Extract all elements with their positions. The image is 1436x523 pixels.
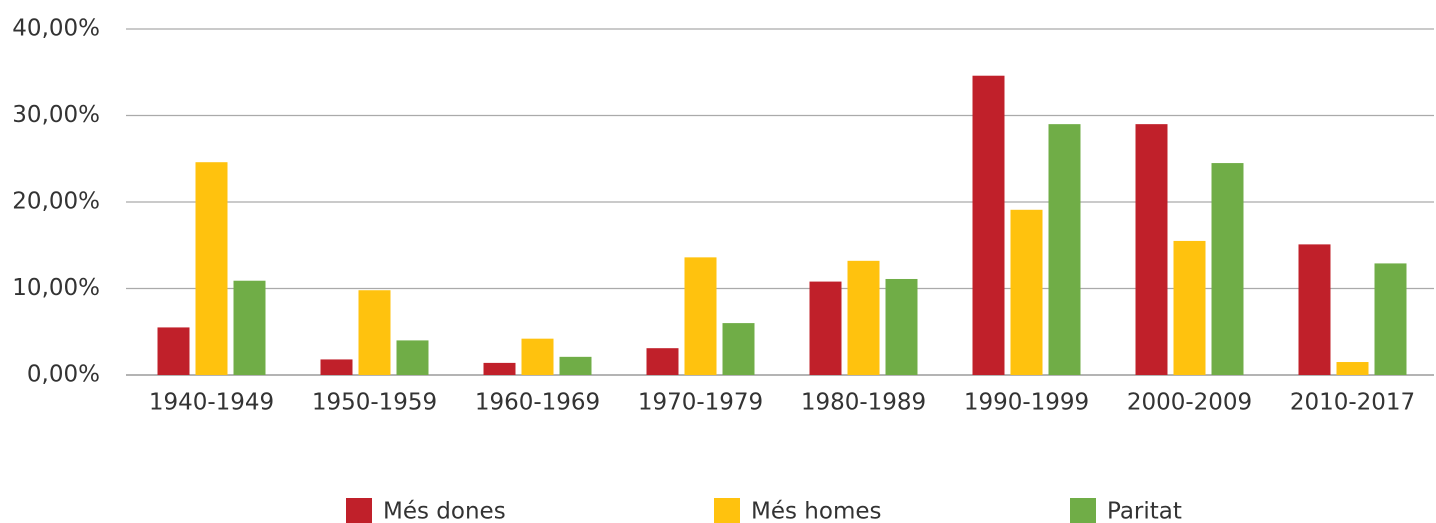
bar: [809, 281, 842, 375]
bar: [1336, 362, 1369, 375]
legend-swatch: [346, 498, 372, 523]
legend-label: Paritat: [1107, 499, 1182, 523]
legend-swatch: [714, 498, 740, 523]
bar: [722, 323, 755, 375]
bar: [1298, 244, 1331, 375]
y-tick-label: 30,00%: [12, 102, 100, 128]
bar: [521, 338, 554, 375]
y-tick-label: 20,00%: [12, 189, 100, 215]
bar: [972, 75, 1005, 376]
x-tick-label: 1950-1959: [312, 390, 437, 416]
legend-label: Més dones: [383, 499, 506, 523]
x-tick-label: 1940-1949: [149, 390, 274, 416]
x-tick-label: 1980-1989: [801, 390, 926, 416]
x-tick-label: 1970-1979: [638, 390, 763, 416]
bar: [1135, 124, 1168, 376]
bar: [1374, 263, 1407, 375]
x-tick-label: 1960-1969: [475, 390, 600, 416]
bar: [559, 356, 592, 375]
x-tick-label: 1990-1999: [964, 390, 1089, 416]
y-tick-label: 0,00%: [27, 362, 100, 388]
bar: [320, 359, 353, 375]
y-tick-label: 40,00%: [12, 16, 100, 42]
bar: [1211, 163, 1244, 375]
bar: [847, 260, 880, 375]
bar: [358, 290, 391, 375]
bar: [1010, 209, 1043, 375]
bar: [684, 257, 717, 375]
bar: [396, 340, 429, 375]
bar: [1173, 240, 1206, 375]
bar: [1048, 124, 1081, 376]
legend-swatch: [1070, 498, 1096, 523]
bar: [646, 348, 679, 375]
bar: [885, 278, 918, 375]
bar: [483, 362, 516, 375]
y-tick-label: 10,00%: [12, 275, 100, 301]
bar: [157, 327, 190, 375]
x-tick-label: 2000-2009: [1127, 390, 1252, 416]
bar: [233, 280, 266, 375]
legend-label: Més homes: [751, 499, 881, 523]
bar: [195, 162, 228, 375]
x-tick-label: 2010-2017: [1290, 390, 1415, 416]
